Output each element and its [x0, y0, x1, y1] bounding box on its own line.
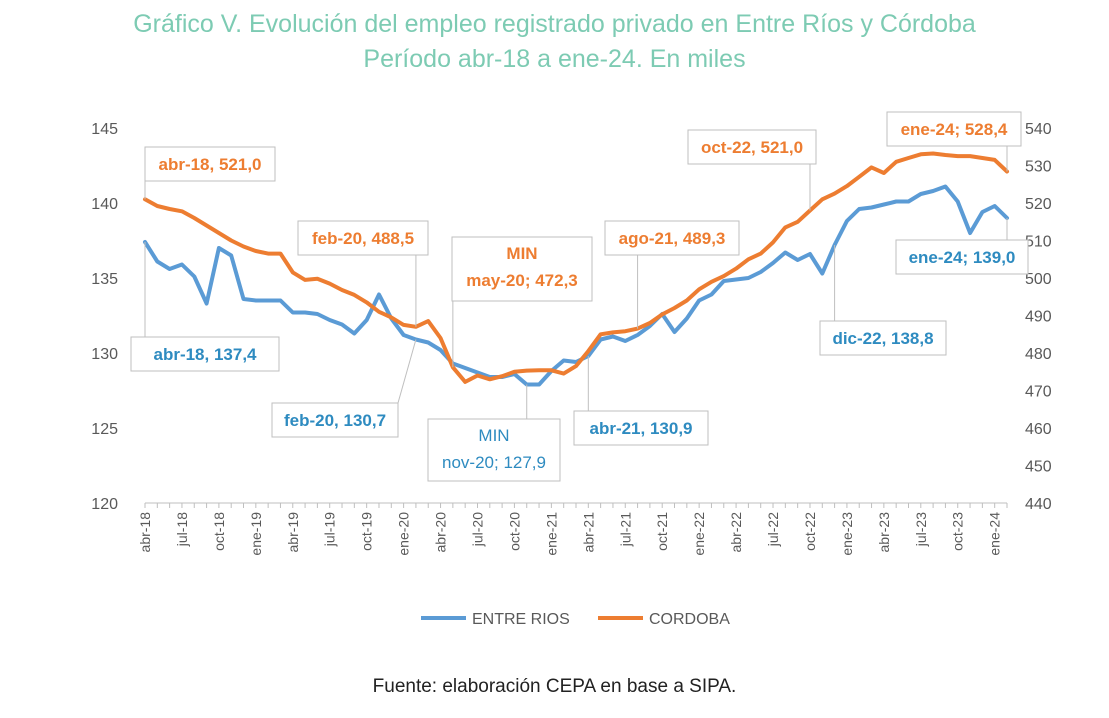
annotation-box	[130, 336, 280, 372]
source-note: Fuente: elaboración CEPA en base a SIPA.	[372, 676, 737, 697]
x-tick-label: jul-18	[174, 512, 190, 547]
annotation-label: feb-20, 130,7	[284, 411, 386, 430]
annotation-label: nov-20; 127,9	[442, 453, 546, 472]
x-tick-label: ene-24	[987, 512, 1003, 556]
annotation-box	[687, 129, 817, 165]
x-tick-label: jul-23	[913, 512, 929, 547]
annotation-label: abr-18, 521,0	[158, 155, 261, 174]
y-right-tick-label: 450	[1025, 459, 1052, 476]
series-line-entre-rios	[143, 184, 1009, 387]
annotation-box	[144, 146, 276, 182]
x-tick-label: ene-19	[248, 512, 264, 556]
annotation-label: dic-22, 138,8	[832, 329, 933, 348]
annotation-box	[895, 239, 1029, 275]
y-right-tick-label: 470	[1025, 384, 1052, 401]
x-tick-label: ene-20	[396, 512, 412, 556]
annotation-label: ene-24; 528,4	[901, 120, 1008, 139]
x-tick-label: oct-20	[506, 512, 522, 551]
annotation-label: ago-21, 489,3	[619, 229, 726, 248]
x-tick-label: abr-18	[137, 512, 153, 553]
annotation-label: MIN	[506, 244, 537, 263]
annotation-label: may-20; 472,3	[466, 271, 578, 290]
x-tick-label: ene-22	[691, 512, 707, 556]
chart-title: Gráfico V. Evolución del empleo registra…	[133, 10, 976, 38]
annotation-label: oct-22, 521,0	[701, 138, 803, 157]
annotation-leader	[397, 339, 417, 404]
y-right-tick-label: 480	[1025, 346, 1052, 363]
annotation-box	[886, 111, 1022, 147]
annotation-box	[297, 220, 429, 256]
y-right-tick-label: 500	[1025, 271, 1052, 288]
y-right-tick-label: 520	[1025, 196, 1052, 213]
x-tick-label: abr-19	[285, 512, 301, 553]
annotation-box	[427, 418, 561, 482]
x-tick-label: abr-21	[580, 512, 596, 553]
y-left-tick-label: 140	[91, 196, 118, 213]
y-left-tick-label: 125	[91, 421, 118, 438]
x-tick-label: jul-21	[617, 512, 633, 547]
y-left-tick-label: 135	[91, 271, 118, 288]
x-tick-label: abr-20	[433, 512, 449, 553]
x-tick-label: jul-22	[765, 512, 781, 547]
annotation-label: abr-18, 137,4	[153, 345, 257, 364]
y-left-tick-label: 145	[91, 121, 118, 138]
series-line-cordoba	[143, 151, 1009, 384]
legend-label-cordoba: CORDOBA	[649, 611, 730, 628]
y-right-tick-label: 530	[1025, 159, 1052, 176]
y-left-tick-label: 130	[91, 346, 118, 363]
annotation-box	[819, 320, 947, 356]
y-right-tick-label: 490	[1025, 309, 1052, 326]
legend-label-entre-rios: ENTRE RIOS	[472, 611, 570, 628]
x-tick-label: abr-23	[876, 512, 892, 553]
chart-subtitle: Período abr-18 a ene-24. En miles	[363, 45, 746, 73]
y-left-tick-label: 120	[91, 496, 118, 513]
y-right-tick-label: 540	[1025, 121, 1052, 138]
x-tick-label: oct-23	[950, 512, 966, 551]
x-tick-label: jul-20	[469, 512, 485, 547]
annotation-box	[451, 236, 593, 302]
x-tick-label: ene-23	[839, 512, 855, 556]
annotation-box	[604, 220, 740, 256]
x-tick-label: oct-21	[654, 512, 670, 551]
x-tick-label: oct-18	[211, 512, 227, 551]
annotation-label: feb-20, 488,5	[312, 229, 414, 248]
x-tick-label: oct-22	[802, 512, 818, 551]
line-chart: abr-18 jul-18 oct-18 ene-19 abr-19 jul-19 oct-…	[91, 111, 1052, 628]
x-tick-label: abr-22	[728, 512, 744, 553]
y-right-tick-label: 440	[1025, 496, 1052, 513]
annotation-label: MIN	[478, 426, 509, 445]
y-right-tick-label: 510	[1025, 234, 1052, 251]
y-right-tick-label: 460	[1025, 421, 1052, 438]
annotation-label: abr-21, 130,9	[589, 419, 692, 438]
x-tick-label: jul-19	[322, 512, 338, 547]
annotation-box	[573, 410, 709, 446]
x-tick-label: oct-19	[359, 512, 375, 551]
annotation-box	[271, 402, 399, 438]
annotation-label: ene-24; 139,0	[909, 248, 1016, 267]
x-tick-label: ene-21	[543, 512, 559, 556]
